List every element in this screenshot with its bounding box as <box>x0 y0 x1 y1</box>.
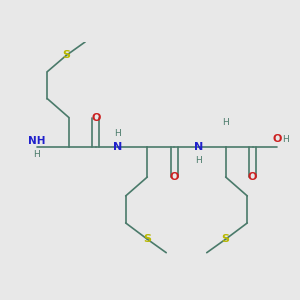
Text: O: O <box>91 112 101 123</box>
Text: H: H <box>282 135 289 144</box>
Text: N: N <box>113 142 122 152</box>
Text: H: H <box>195 156 202 165</box>
Text: N: N <box>194 142 203 152</box>
Text: O: O <box>272 134 282 144</box>
Text: O: O <box>248 172 257 182</box>
Text: H: H <box>33 150 40 159</box>
Text: S: S <box>222 234 230 244</box>
Text: O: O <box>169 172 179 182</box>
Text: S: S <box>143 234 151 244</box>
Text: NH: NH <box>28 136 45 146</box>
Text: S: S <box>62 50 70 60</box>
Text: H: H <box>222 118 229 127</box>
Text: H: H <box>114 129 121 138</box>
